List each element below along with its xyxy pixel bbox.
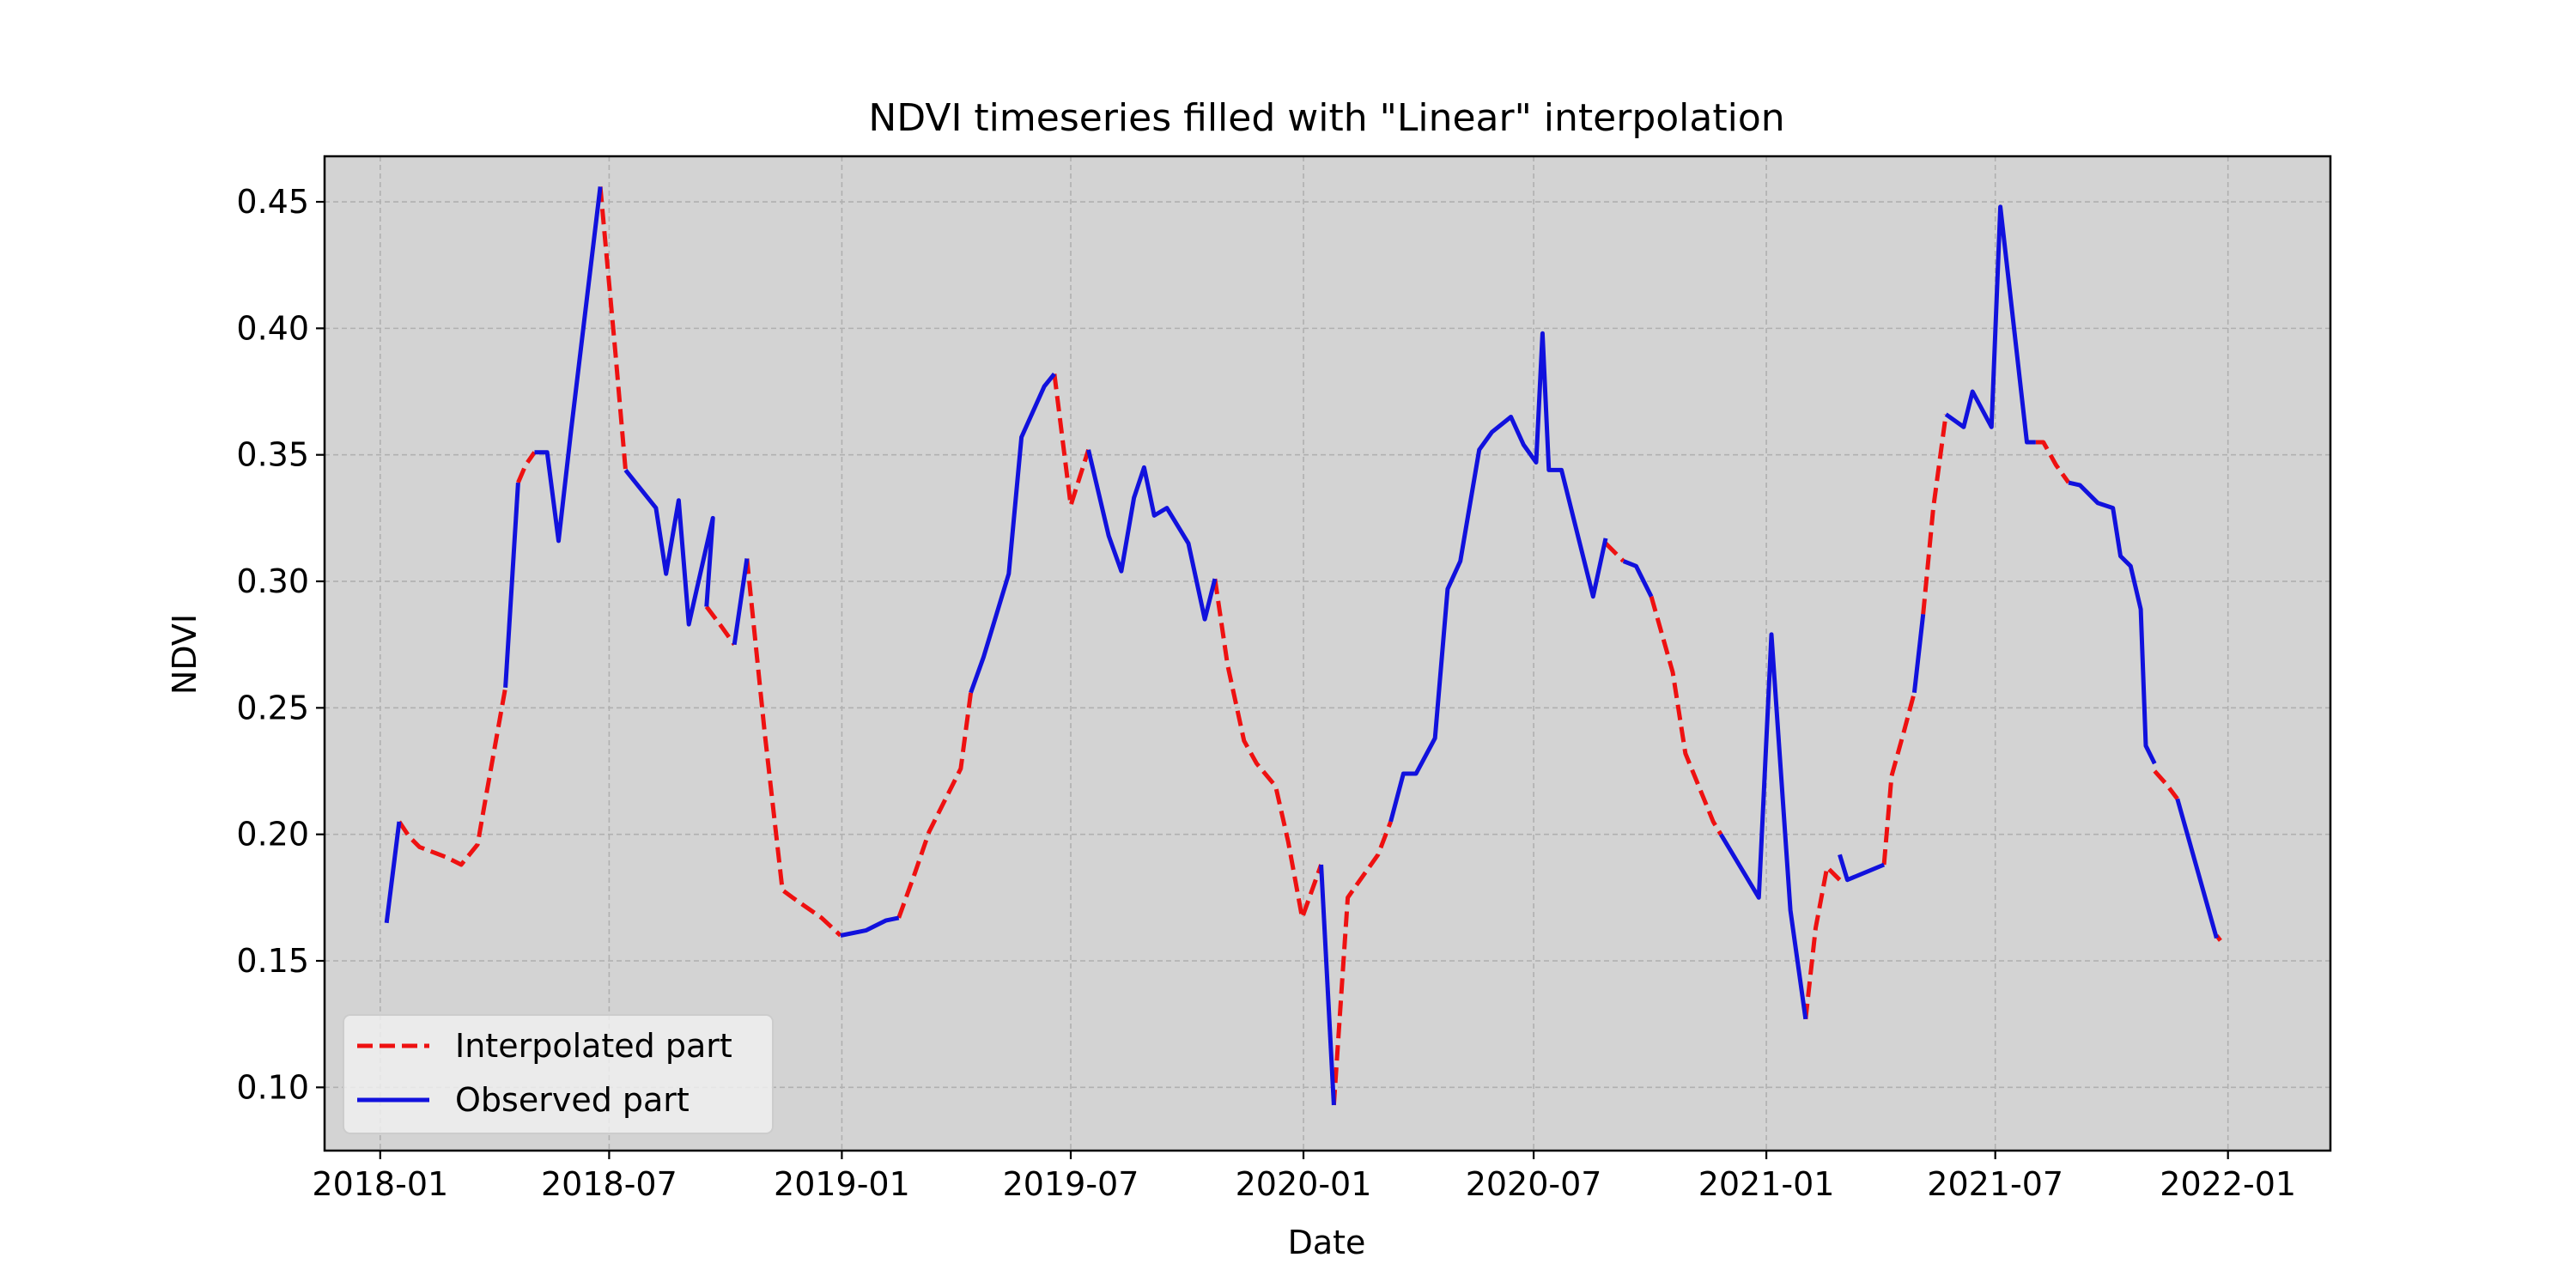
interpolated-segment [2035,440,2071,484]
observed-segment [1319,864,1336,1106]
observed-segment [1838,854,1886,883]
x-tick-label: 2019-01 [774,1165,910,1203]
observed-segment [1944,204,2036,445]
grid-lines [325,156,2330,1151]
interpolated-segment [516,451,537,484]
plot-frame [323,155,2332,1152]
interpolated-segment [1331,821,1393,1106]
interpolated-segment [1921,414,1948,615]
observed-segment [1718,632,1808,1020]
y-axis-label: NDVI [166,614,204,695]
y-tick-label: 0.30 [236,562,309,600]
observed-segment [1622,559,1654,598]
legend-interpolated-label: Interpolated part [455,1027,732,1065]
series-layer [384,186,2222,1106]
series-interpolated [397,186,2222,1106]
x-tick-label: 2018-07 [541,1165,677,1203]
interpolated-segment [2153,769,2179,800]
axis-ticks: 2018-01 2018-07 2019-01 2019-07 2020-01 2020-… [236,183,2296,1203]
legend-observed-label: Observed part [455,1081,690,1119]
series-observed [384,186,2219,1106]
y-tick-label: 0.40 [236,309,309,347]
x-tick-label: 2019-07 [1003,1165,1139,1203]
y-tick-label: 0.15 [236,942,309,980]
y-tick-label: 0.45 [236,183,309,221]
interpolated-segment [744,558,842,938]
interpolated-segment [1212,578,1323,920]
observed-segment [1911,614,1926,693]
observed-segment [623,468,715,627]
interpolated-segment [896,692,974,919]
observed-segment [534,186,603,544]
x-tick-label: 2018-01 [312,1165,448,1203]
x-tick-label: 2022-01 [2160,1165,2296,1203]
x-tick-label: 2021-07 [1927,1165,2063,1203]
chart-title: NDVI timeseries filled with "Linear" int… [868,96,1784,140]
observed-segment [732,558,750,646]
y-tick-label: 0.10 [236,1068,309,1106]
interpolated-segment [1881,692,1917,866]
observed-segment [969,372,1056,694]
observed-segment [384,821,402,924]
x-tick-label: 2020-01 [1236,1165,1372,1203]
interpolated-segment [1604,542,1625,563]
y-tick-label: 0.25 [236,689,309,726]
interpolated-segment [598,186,628,471]
interpolated-segment [397,687,508,867]
observed-segment [2068,480,2157,765]
observed-segment [1086,449,1218,622]
y-tick-label: 0.20 [236,816,309,854]
x-axis-label: Date [1288,1224,1366,1261]
x-tick-label: 2020-07 [1466,1165,1602,1203]
x-tick-label: 2021-01 [1698,1165,1835,1203]
interpolated-segment [1649,596,1723,835]
interpolated-segment [1803,865,1842,1020]
observed-segment [503,482,520,688]
legend: Interpolated part Observed part [343,1014,774,1134]
observed-segment [1388,331,1608,823]
interpolated-segment [1052,374,1091,508]
interpolated-segment [704,605,737,647]
observed-segment [840,915,900,938]
y-tick-label: 0.35 [236,436,309,474]
observed-segment [2175,798,2219,939]
legend-box [343,1014,774,1134]
